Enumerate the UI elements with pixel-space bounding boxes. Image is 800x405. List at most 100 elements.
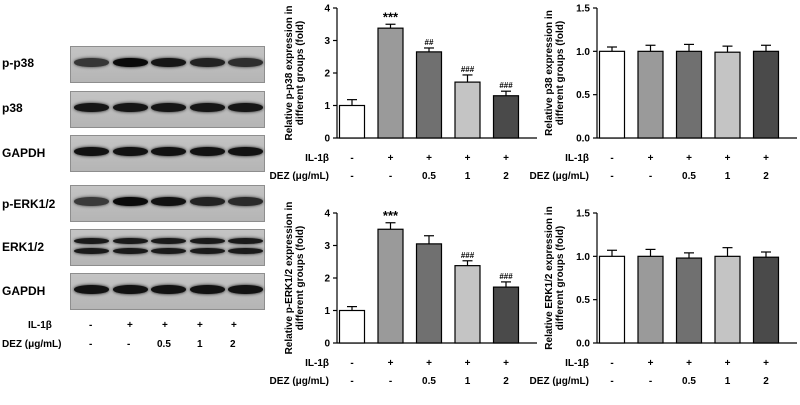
blot-dez-value: -	[89, 339, 93, 350]
blot-band	[189, 58, 225, 67]
bar	[454, 265, 481, 344]
blot-band	[112, 248, 148, 254]
treatment-label: IL-1β	[305, 153, 329, 164]
blot-dez-value: 0.5	[157, 339, 171, 350]
blot-label-gapdh-2: GAPDH	[2, 284, 46, 298]
significance-hash: ###	[461, 65, 475, 74]
y-tick-label: 2	[324, 69, 330, 80]
y-axis-label-line: different groups (fold)	[295, 21, 306, 125]
bar	[752, 50, 780, 139]
y-axis-label: Relative ERK1/2 expression in different g…	[544, 206, 566, 349]
treatment-value: -	[610, 153, 613, 164]
blot-il1b-label: IL-1β	[28, 320, 52, 331]
significance-hash: ###	[499, 272, 513, 281]
y-tick-label: 1	[324, 306, 330, 317]
treatment-value: +	[725, 358, 731, 369]
blot-band	[112, 197, 148, 206]
blot-band	[151, 103, 186, 112]
y-axis-label-line: Relative ERK1/2 expression in	[544, 206, 555, 349]
y-tick-label: 1.5	[576, 209, 590, 220]
y-tick-label: 0.5	[576, 90, 590, 101]
y-axis-label: Relative p38 expression in different grou…	[544, 10, 566, 136]
treatment-value: +	[426, 358, 432, 369]
blot-band	[228, 58, 263, 67]
bar	[714, 51, 741, 139]
bar	[377, 27, 404, 139]
blot-band	[74, 285, 109, 294]
treatment-label: IL-1β	[565, 358, 589, 369]
y-tick-label: 0.5	[576, 295, 590, 306]
blot-label-erk: ERK1/2	[2, 240, 45, 254]
y-axis-label-line: Relative p-ERK1/2 expression in	[284, 202, 295, 355]
treatment-value: -	[389, 171, 392, 182]
blot-band	[189, 248, 225, 254]
treatment-value: -	[350, 358, 353, 369]
y-tick-label: 0.0	[576, 134, 590, 145]
blot-band	[74, 238, 109, 244]
blot-label-p-erk: p-ERK1/2	[2, 197, 56, 211]
treatment-value: 2	[763, 376, 769, 387]
blot-band	[151, 58, 186, 67]
blot-il1b-value: +	[231, 320, 237, 331]
bar	[675, 50, 703, 139]
blot-band	[151, 197, 186, 206]
y-tick-label: 4	[324, 4, 330, 15]
y-tick-label: 1	[324, 101, 330, 112]
y-tick-label: 3	[324, 36, 330, 47]
treatment-value: +	[725, 153, 731, 164]
treatment-value: -	[610, 376, 613, 387]
significance-stars: ***	[383, 9, 399, 24]
blot-strip-gapdh-2	[70, 273, 265, 310]
blot-il1b-value: +	[197, 320, 203, 331]
blot-band	[151, 285, 186, 294]
treatment-value: -	[350, 376, 353, 387]
treatment-value: -	[610, 358, 613, 369]
treatment-value: -	[389, 376, 392, 387]
y-tick-label: 0	[324, 134, 330, 145]
bar	[492, 286, 520, 344]
blot-dez-label: DEZ (μg/mL)	[2, 339, 62, 350]
blot-label-p-p38: p-p38	[2, 56, 35, 70]
treatment-label: DEZ (μg/mL)	[530, 376, 589, 387]
blot-band	[189, 285, 225, 294]
bar	[454, 81, 481, 139]
blot-band	[228, 248, 263, 254]
blot-band	[112, 58, 148, 67]
blot-band	[74, 147, 109, 156]
bar	[752, 256, 780, 344]
y-axis-label-line: different groups (fold)	[555, 21, 566, 125]
treatment-value: -	[350, 171, 353, 182]
blot-il1b-value: +	[162, 320, 168, 331]
treatment-value: 1	[725, 171, 731, 182]
blot-band	[189, 238, 225, 244]
blot-band	[112, 285, 148, 294]
blot-band	[151, 238, 186, 244]
blot-band	[228, 147, 263, 156]
treatment-label: IL-1β	[305, 358, 329, 369]
blot-strip-p-erk	[70, 185, 265, 222]
y-tick-label: 1.5	[576, 4, 590, 15]
treatment-value: -	[649, 376, 652, 387]
y-axis-label-line: Relative p-p38 expression in	[284, 5, 295, 140]
treatment-value: +	[503, 358, 509, 369]
bar-chart-p-erk: Relative p-ERK1/2 expression in different…	[270, 202, 537, 387]
y-axis-label: Relative p-ERK1/2 expression in different…	[284, 202, 306, 355]
treatment-value: +	[426, 153, 432, 164]
bar	[637, 255, 664, 344]
blot-band	[112, 103, 148, 112]
blot-label-gapdh-1: GAPDH	[2, 146, 46, 160]
treatment-value: 0.5	[682, 376, 696, 387]
blot-band	[228, 285, 263, 294]
treatment-value: +	[388, 153, 394, 164]
bar-chart-p-p38: Relative p-p38 expression in different gr…	[270, 4, 537, 182]
bar	[492, 95, 520, 139]
treatment-value: -	[649, 171, 652, 182]
bar	[598, 255, 626, 344]
bar	[338, 104, 366, 139]
treatment-value: 1	[465, 376, 471, 387]
treatment-value: +	[648, 358, 654, 369]
bar	[637, 50, 664, 139]
bar	[377, 228, 404, 344]
blot-band	[151, 248, 186, 254]
significance-hash: ##	[425, 38, 434, 47]
